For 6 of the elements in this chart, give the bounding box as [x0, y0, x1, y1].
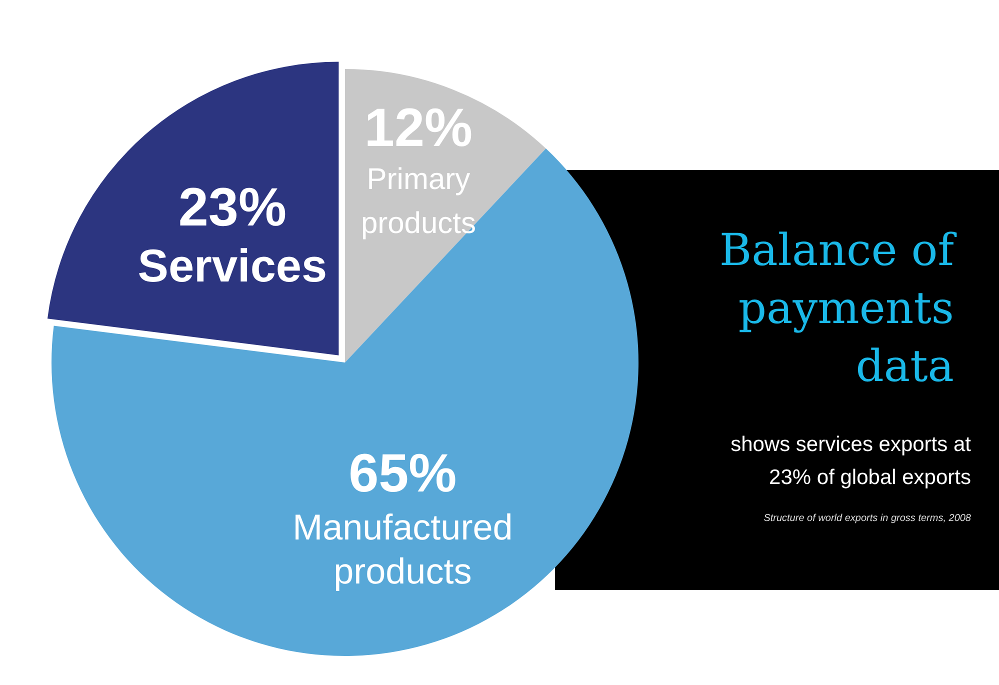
slice-label: Services [138, 239, 328, 292]
text: Structure of world exports in gross terms, 2008 [762, 513, 971, 524]
data-label: 65% [348, 444, 457, 504]
data-label: 23% [178, 178, 286, 238]
slice-label: Manufactured products [292, 506, 513, 592]
text: shows services exports at 23% of global exports [730, 432, 971, 491]
